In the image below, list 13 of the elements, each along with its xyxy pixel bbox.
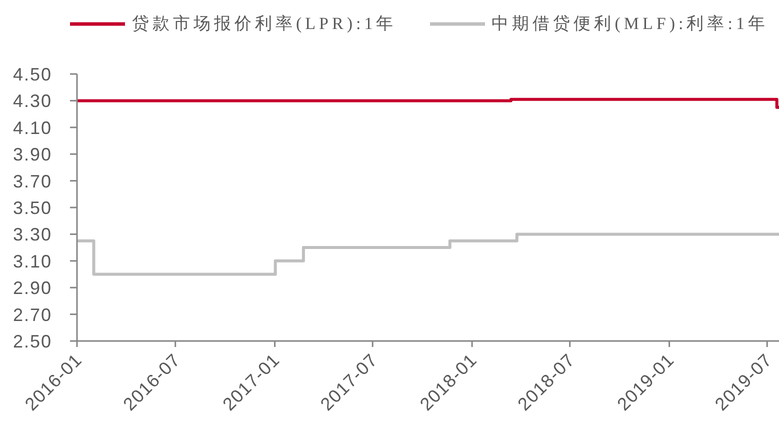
y-tick-label: 2.50 (12, 331, 52, 352)
y-tick-label: 3.90 (12, 144, 52, 165)
y-tick-label: 2.90 (12, 278, 52, 298)
y-tick-label: 3.10 (12, 251, 52, 272)
y-tick-label: 2.70 (12, 304, 52, 325)
y-tick-label: 4.10 (12, 118, 52, 138)
legend-label: 中期借贷便利(MLF):利率:1年 (492, 13, 768, 35)
y-tick-label: 4.30 (12, 91, 52, 112)
y-tick-label: 3.50 (12, 198, 52, 218)
y-tick-label: 3.70 (12, 171, 52, 192)
legend-label: 贷款市场报价利率(LPR):1年 (132, 13, 397, 35)
y-tick-label: 4.50 (12, 64, 52, 84)
y-tick-label: 3.30 (12, 224, 52, 245)
